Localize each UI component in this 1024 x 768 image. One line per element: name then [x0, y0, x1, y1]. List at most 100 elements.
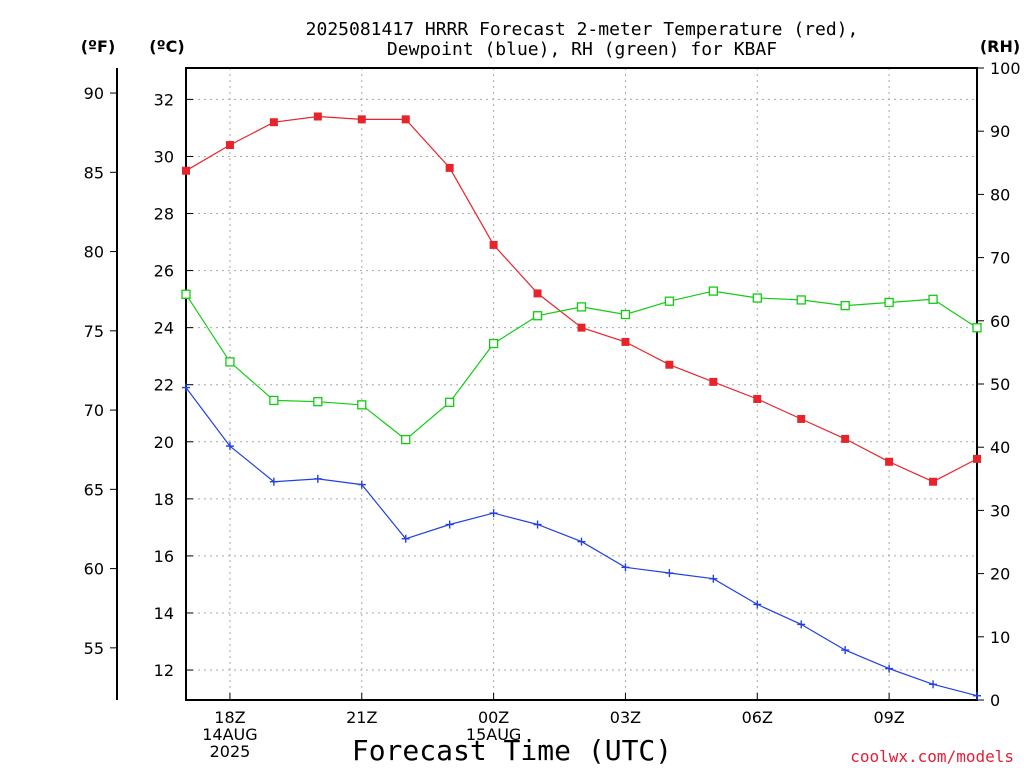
- credit-text: coolwx.com/models: [850, 747, 1014, 766]
- celsius-tick-label: 14: [154, 604, 174, 623]
- temperature-point: [357, 115, 366, 124]
- celsius-tick-label: 28: [154, 205, 174, 224]
- rh-point: [620, 309, 631, 320]
- dewpoint-point: [313, 474, 322, 483]
- temperature-point: [577, 323, 586, 332]
- rh-point: [796, 295, 806, 305]
- rh-point: [708, 286, 718, 296]
- dewpoint-point: [973, 691, 981, 700]
- series-line-rh: [185, 290, 978, 441]
- celsius-tick-label: 12: [154, 661, 174, 680]
- celsius-unit-label: (ºC): [149, 37, 184, 56]
- series-rh: [181, 286, 982, 445]
- dewpoint-point: [445, 520, 454, 529]
- temperature-point: [225, 141, 234, 150]
- rh-point: [840, 300, 850, 311]
- rh-point: [576, 302, 587, 312]
- rh-point: [488, 338, 499, 349]
- temperature-point: [709, 377, 718, 386]
- rh-tick-label: 30: [990, 501, 1010, 520]
- celsius-tick-label: 16: [154, 547, 174, 566]
- temperature-point: [313, 112, 322, 121]
- dewpoint-point: [709, 574, 718, 583]
- rh-point: [269, 395, 279, 406]
- dewpoint-point: [797, 620, 806, 629]
- fahrenheit-tick-label: 55: [84, 639, 104, 658]
- series-temperature: [182, 112, 981, 486]
- celsius-tick-label: 32: [154, 90, 174, 109]
- rh-point: [928, 294, 938, 304]
- dewpoint-point: [182, 383, 190, 392]
- x-tick-label: 2025: [210, 742, 251, 761]
- fahrenheit-tick-label: 90: [84, 84, 104, 103]
- dewpoint-point: [269, 477, 278, 486]
- rh-tick-label: 40: [990, 438, 1010, 457]
- rh-point: [181, 289, 191, 299]
- rh-tick-label: 60: [990, 312, 1010, 331]
- rh-point: [532, 311, 543, 321]
- rh-point: [445, 397, 455, 407]
- temperature-point: [973, 454, 981, 463]
- temperature-point: [533, 289, 542, 298]
- temperature-point: [489, 240, 498, 249]
- rh-point: [401, 434, 411, 445]
- plot-frame: [185, 67, 978, 701]
- temperature-point: [182, 166, 190, 175]
- x-axis-label: Forecast Time (UTC): [352, 734, 672, 767]
- dewpoint-point: [577, 537, 586, 546]
- celsius-tick-label: 20: [154, 433, 174, 452]
- rh-point: [313, 397, 323, 407]
- fahrenheit-tick-label: 60: [84, 560, 104, 579]
- temperature-point: [841, 434, 850, 443]
- dewpoint-point: [929, 680, 938, 689]
- temperature-point: [665, 360, 674, 369]
- series: [181, 112, 982, 700]
- x-tick-label: 14AUG: [202, 725, 257, 744]
- rh-point: [357, 400, 367, 410]
- rh-point: [972, 323, 982, 333]
- fahrenheit-tick-label: 85: [84, 163, 104, 182]
- celsius-tick-label: 26: [154, 262, 174, 281]
- celsius-tick-label: 18: [154, 490, 174, 509]
- grid: [186, 68, 977, 700]
- rh-tick-label: 100: [990, 59, 1021, 78]
- dewpoint-point: [401, 534, 410, 543]
- dewpoint-point: [753, 600, 762, 609]
- rh-unit-label: (RH): [980, 37, 1020, 56]
- fahrenheit-tick-label: 80: [84, 243, 104, 262]
- chart-title-line1: 2025081417 HRRR Forecast 2-meter Tempera…: [306, 19, 859, 40]
- axes: 12 14 16 18 20 22 24 26 28 30 32 55 60 65 70 75 80 85 90 0 1…: [84, 59, 1021, 761]
- rh-tick-label: 0: [990, 691, 1000, 710]
- rh-tick-label: 20: [990, 565, 1010, 584]
- fahrenheit-tick-label: 65: [84, 480, 104, 499]
- x-tick-label: 06Z: [742, 708, 773, 727]
- fahrenheit-tick-label: 75: [84, 322, 104, 341]
- rh-point: [752, 293, 762, 303]
- celsius-tick-label: 24: [154, 319, 174, 338]
- chart-title-line2: Dewpoint (blue), RH (green) for KBAF: [387, 39, 777, 60]
- rh-point: [664, 296, 675, 306]
- fahrenheit-unit-label: (ºF): [81, 37, 116, 56]
- x-tick-label: 00Z: [478, 708, 509, 727]
- fahrenheit-tick-label: 70: [84, 401, 104, 420]
- temperature-point: [445, 163, 454, 172]
- rh-tick-label: 80: [990, 185, 1010, 204]
- dewpoint-point: [225, 442, 234, 451]
- x-tick-label: 18Z: [214, 708, 245, 727]
- dewpoint-point: [489, 509, 498, 518]
- rh-point: [884, 297, 894, 308]
- x-tick-label: 15AUG: [466, 725, 521, 744]
- series-dewpoint: [182, 383, 981, 700]
- rh-tick-label: 70: [990, 249, 1010, 268]
- dewpoint-point: [885, 664, 894, 673]
- rh-tick-label: 50: [990, 375, 1010, 394]
- temperature-point: [401, 115, 410, 124]
- celsius-tick-label: 22: [154, 376, 174, 395]
- temperature-point: [753, 394, 762, 403]
- temperature-point: [621, 337, 630, 346]
- x-tick-label: 09Z: [873, 708, 904, 727]
- dewpoint-point: [533, 520, 542, 529]
- dewpoint-point: [357, 480, 366, 489]
- dewpoint-point: [621, 563, 630, 572]
